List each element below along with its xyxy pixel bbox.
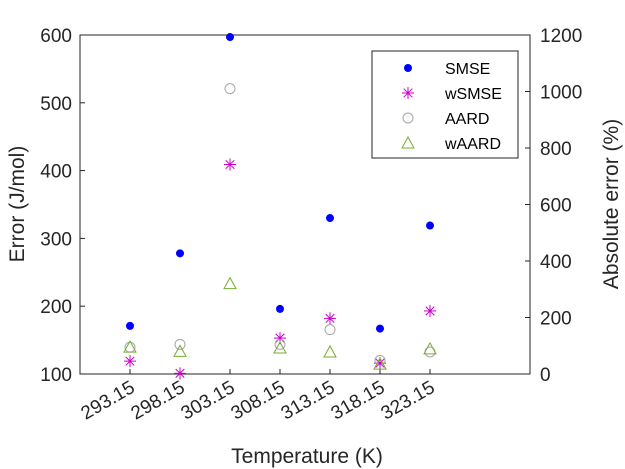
data-point-smse — [426, 221, 434, 230]
legend-label-smse: SMSE — [445, 61, 490, 78]
left-tick-label: 200 — [40, 297, 72, 318]
data-point-waard — [373, 357, 387, 370]
legend-marker-waard — [401, 135, 415, 149]
x-tick-label: 293.15 — [78, 377, 139, 424]
left-tick-label: 300 — [40, 229, 72, 250]
data-point-smse — [326, 214, 334, 223]
legend-marker-smse — [404, 64, 412, 72]
left-tick-label: 400 — [40, 162, 72, 183]
x-axis-label: Temperature (K) — [231, 445, 383, 468]
data-point-wsmse — [324, 312, 336, 325]
x-tick-label: 308.15 — [228, 377, 289, 424]
data-point-waard — [423, 341, 437, 355]
data-point-waard — [323, 344, 337, 358]
right-tick-label: 200 — [540, 309, 572, 330]
data-point-wsmse — [424, 304, 436, 317]
data-point-smse — [276, 304, 284, 313]
data-point-wsmse — [124, 355, 136, 368]
legend-label-wsmse: wSMSE — [444, 86, 502, 103]
data-point-waard — [173, 344, 187, 357]
data-marks — [123, 33, 437, 380]
plot-frame — [79, 34, 531, 375]
right-tick-label: 1200 — [540, 26, 582, 47]
right-tick-label: 0 — [540, 365, 551, 386]
left-y-axis-label: Error (J/mol) — [6, 146, 29, 263]
left-y-ticks: 100 200 300 400 500 600 — [40, 26, 85, 386]
x-tick-label: 303.15 — [178, 377, 239, 424]
right-tick-label: 400 — [540, 252, 572, 273]
legend-label-waard: wAARD — [444, 136, 501, 153]
data-point-aard — [174, 338, 186, 350]
x-tick-label: 323.15 — [378, 377, 439, 424]
right-y-axis-label: Absolute error (%) — [600, 119, 623, 289]
legend-items: SMSE wSMSE AARD wAARD — [401, 61, 502, 153]
legend-box — [371, 50, 519, 159]
legend-marker-wsmse — [402, 87, 414, 99]
data-point-wsmse — [224, 158, 236, 171]
legend: SMSE wSMSE AARD wAARD — [371, 50, 519, 159]
data-point-waard — [223, 276, 237, 290]
data-point-smse — [176, 249, 184, 258]
data-point-waard — [273, 340, 287, 354]
left-tick-label: 100 — [40, 365, 72, 386]
data-point-waard — [123, 340, 137, 353]
left-tick-label: 500 — [40, 94, 72, 115]
x-tick-label: 313.15 — [278, 377, 339, 424]
data-point-aard — [324, 324, 336, 336]
legend-label-aard: AARD — [445, 111, 489, 128]
x-tick-label: 318.15 — [328, 377, 389, 424]
data-point-wsmse — [174, 367, 186, 380]
left-tick-label: 600 — [40, 26, 72, 47]
data-point-aard — [374, 354, 386, 366]
x-ticks: 293.15298.15303.15308.15313.15318.15323.… — [78, 369, 439, 424]
right-tick-label: 1000 — [540, 83, 582, 104]
data-point-aard — [274, 338, 286, 350]
data-point-smse — [126, 321, 134, 330]
legend-marker-aard — [402, 112, 414, 124]
data-point-smse — [376, 324, 384, 333]
data-point-smse — [226, 33, 234, 42]
right-tick-label: 800 — [540, 139, 572, 160]
x-tick-label: 298.15 — [128, 377, 189, 424]
right-tick-label: 600 — [540, 196, 572, 217]
right-y-ticks: 0 200 400 600 800 1000 1200 — [525, 26, 582, 386]
data-point-aard — [224, 83, 236, 95]
